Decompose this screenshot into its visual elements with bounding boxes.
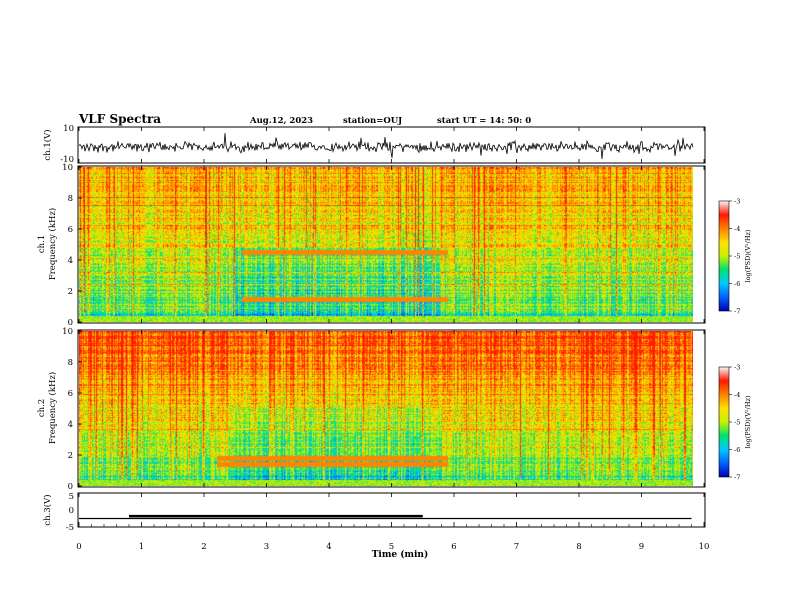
- time-tick-label: 10: [699, 542, 710, 552]
- ch1-colorbar-bar: [718, 200, 730, 312]
- ch2-colorbar-bar: [718, 366, 730, 478]
- ch1-colorbar-tick-label: -3: [734, 198, 740, 206]
- ch2-spec-ytick-label: 0: [68, 482, 73, 492]
- ch1-spectrogram-panel: 0 2 4 6 8 10 ch.1 Frequency (kHz): [37, 163, 706, 328]
- time-axis-ticks: 0 1 2 3 4 5 6 7 8 9 10: [76, 127, 709, 552]
- colorbars: -3 -4 -5 -6 -7 log(PSD)(V²/Hz) -3 -4 -5 -6 -7 log(P…: [718, 198, 752, 482]
- ch3-voltage-panel: 5 0 -5 ch.3(V) 0 1 2 3 4 5 6 7 8 9 10 Time (min): [42, 127, 709, 560]
- ch3-ytick-bottom: -5: [66, 523, 74, 533]
- time-tick-label: 0: [76, 542, 81, 552]
- ch2-colorbar-tick-label: -7: [734, 474, 740, 482]
- time-tick-label: 9: [639, 542, 644, 552]
- ch1-ylabel: ch.1(V): [42, 129, 53, 160]
- ch2-spec-yticks: 0 2 4 6 8 10: [62, 327, 82, 492]
- start-time-label: start UT = 14: 50: 0: [437, 116, 531, 126]
- ch1-spec-ytick-label: 6: [68, 225, 73, 235]
- ch1-colorbar-tick-label: -5: [734, 253, 740, 261]
- ch1-trace-line: [78, 133, 694, 159]
- ch1-colorbar-tick-label: -4: [734, 225, 740, 233]
- ch3-ytick-mid: 0: [69, 506, 74, 516]
- date-label: Aug.12, 2023: [249, 116, 313, 126]
- ch1-spec-ytick-label: 0: [68, 318, 73, 328]
- ch1-colorbar-tick-label: -6: [734, 280, 740, 288]
- ch2-spec-ytick-label: 8: [68, 358, 73, 368]
- ch3-ylabel: ch.3(V): [42, 494, 53, 525]
- ch1-frame: [77, 126, 706, 164]
- ch1-spec-ytick-label: 4: [68, 256, 73, 266]
- ch1-trace: [78, 133, 694, 159]
- ch2-spec-ytick-label: 4: [68, 420, 73, 430]
- time-tick-label: 5: [389, 542, 394, 552]
- ch1-spec-ytick-label: 2: [68, 287, 73, 297]
- ch1-ytick-top: 10: [63, 124, 74, 134]
- figure-title: VLF Spectra: [78, 112, 161, 126]
- ch3-ytick-top: 5: [69, 492, 74, 502]
- ch3-trace: [79, 514, 692, 520]
- ch1-spec-ytick-label: 10: [62, 163, 73, 173]
- time-tick-label: 3: [264, 542, 269, 552]
- ch2-spectrogram-image: [79, 331, 693, 486]
- ch2-spec-ytick-label: 2: [68, 451, 73, 461]
- ch1-spec-ylabel-freq: Frequency (kHz): [47, 208, 58, 280]
- time-tick-label: 1: [139, 542, 144, 552]
- ch2-colorbar-tick-label: -4: [734, 391, 740, 399]
- time-tick-label: 6: [451, 542, 456, 552]
- ch1-spec-yticks: 0 2 4 6 8 10: [62, 163, 82, 328]
- time-tick-label: 8: [576, 542, 581, 552]
- ch1-spec-ytick-label: 8: [68, 194, 73, 204]
- ch3-frame: [77, 492, 706, 528]
- time-tick-label: 2: [201, 542, 206, 552]
- ch1-spec-ylabel-channel: ch.1: [37, 235, 47, 253]
- ch2-spec-ytick-label: 10: [62, 327, 73, 337]
- ch2-colorbar-tick-label: -3: [734, 364, 740, 372]
- ch2-spectrogram-panel: 0 2 4 6 8 10 ch.2 Frequency (kHz): [37, 327, 706, 492]
- ch2-spec-ytick-label: 6: [68, 389, 73, 399]
- ch1-colorbar-tick-label: -7: [734, 308, 740, 316]
- station-label: station=OUJ: [343, 116, 402, 126]
- ch2-colorbar-tick-label: -6: [734, 446, 740, 454]
- ch1-ytick-bottom: -10: [60, 155, 74, 165]
- time-axis-label: Time (min): [372, 549, 429, 560]
- ch2-spec-ylabel-channel: ch.2: [37, 399, 47, 417]
- ch1-spectrogram-image: [79, 167, 693, 322]
- ch2-colorbar-tick-label: -5: [734, 419, 740, 427]
- time-tick-label: 7: [514, 542, 519, 552]
- ch2-colorbar-label: log(PSD)(V²/Hz): [744, 395, 752, 448]
- ch1-colorbar-label: log(PSD)(V²/Hz): [744, 229, 752, 282]
- time-tick-label: 4: [326, 542, 331, 552]
- ch2-spec-ylabel-freq: Frequency (kHz): [47, 372, 58, 444]
